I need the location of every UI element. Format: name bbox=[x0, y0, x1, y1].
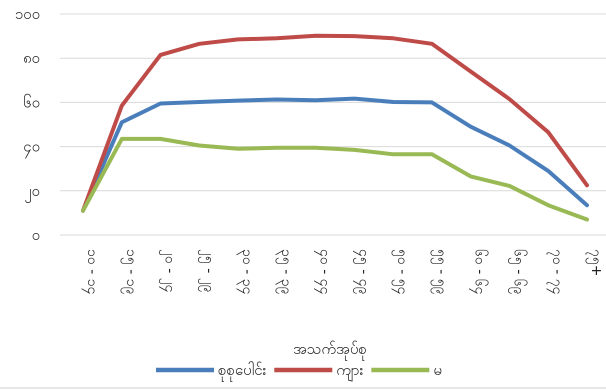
y-tick-label: ၈၀ bbox=[23, 49, 40, 67]
x-tick-label: ၂၅ - ၂၉ bbox=[198, 249, 216, 293]
x-tick-label: ၁၀ - ၁၄ bbox=[82, 249, 100, 295]
x-tick-label: ၅၅ - ၅၉ bbox=[431, 249, 449, 295]
x-tick-label: ၃၀ - ၃၄ bbox=[237, 249, 255, 295]
x-tick-label: ၄၅ - ၄၉ bbox=[353, 249, 371, 295]
y-tick-label: ၁၀၀ bbox=[15, 5, 40, 23]
y-tick-label: ၄၀ bbox=[23, 138, 40, 159]
series-line bbox=[81, 33, 589, 213]
x-tick-labels: ၁၀ - ၁၄ ၁၅ - ၁၉ ၂၀ - ၂၄ ၂၅ - ၂၉ ၃၀ - ၃၄ ၃၅ - … bbox=[82, 249, 604, 295]
legend-label: ကျား bbox=[336, 361, 363, 382]
x-tick-label: ၄၀ - ၄၄ bbox=[315, 249, 333, 295]
x-tick-label: ၆၅ - ၆၉ bbox=[508, 249, 526, 295]
legend-label: မ bbox=[433, 361, 442, 379]
x-tick-label: ၆၀ - ၆၄ bbox=[470, 249, 488, 295]
legend-label: စုစုပေါင်း bbox=[218, 361, 266, 382]
series-lines bbox=[81, 33, 589, 222]
legend: စုစုပေါင်း ကျား မ bbox=[156, 361, 442, 382]
x-tick-label: ၃၅ - ၃၉ bbox=[276, 249, 294, 295]
x-tick-label: ၇၅+ bbox=[586, 249, 604, 276]
x-axis-title: အသက်အုပ်စု bbox=[293, 340, 367, 361]
x-tick-label: ၂၀ - ၂၄ bbox=[160, 249, 178, 293]
x-tick-label: ၇၀ - ၇၄ bbox=[547, 249, 565, 295]
series-line bbox=[81, 136, 589, 222]
y-tick-label: ၆၀ bbox=[23, 93, 40, 111]
y-tick-label: ၂၀ bbox=[24, 182, 40, 203]
y-tick-label: ၀ bbox=[32, 226, 40, 244]
x-tick-label: ၁၅ - ၁၉ bbox=[121, 249, 139, 295]
gridlines bbox=[60, 13, 606, 236]
x-tick-label: ၅၀ - ၅၄ bbox=[392, 249, 410, 295]
y-tick-labels: ၀ ၂၀ ၄၀ ၆၀ ၈၀ ၁၀၀ bbox=[15, 5, 40, 244]
series-line bbox=[81, 96, 589, 213]
